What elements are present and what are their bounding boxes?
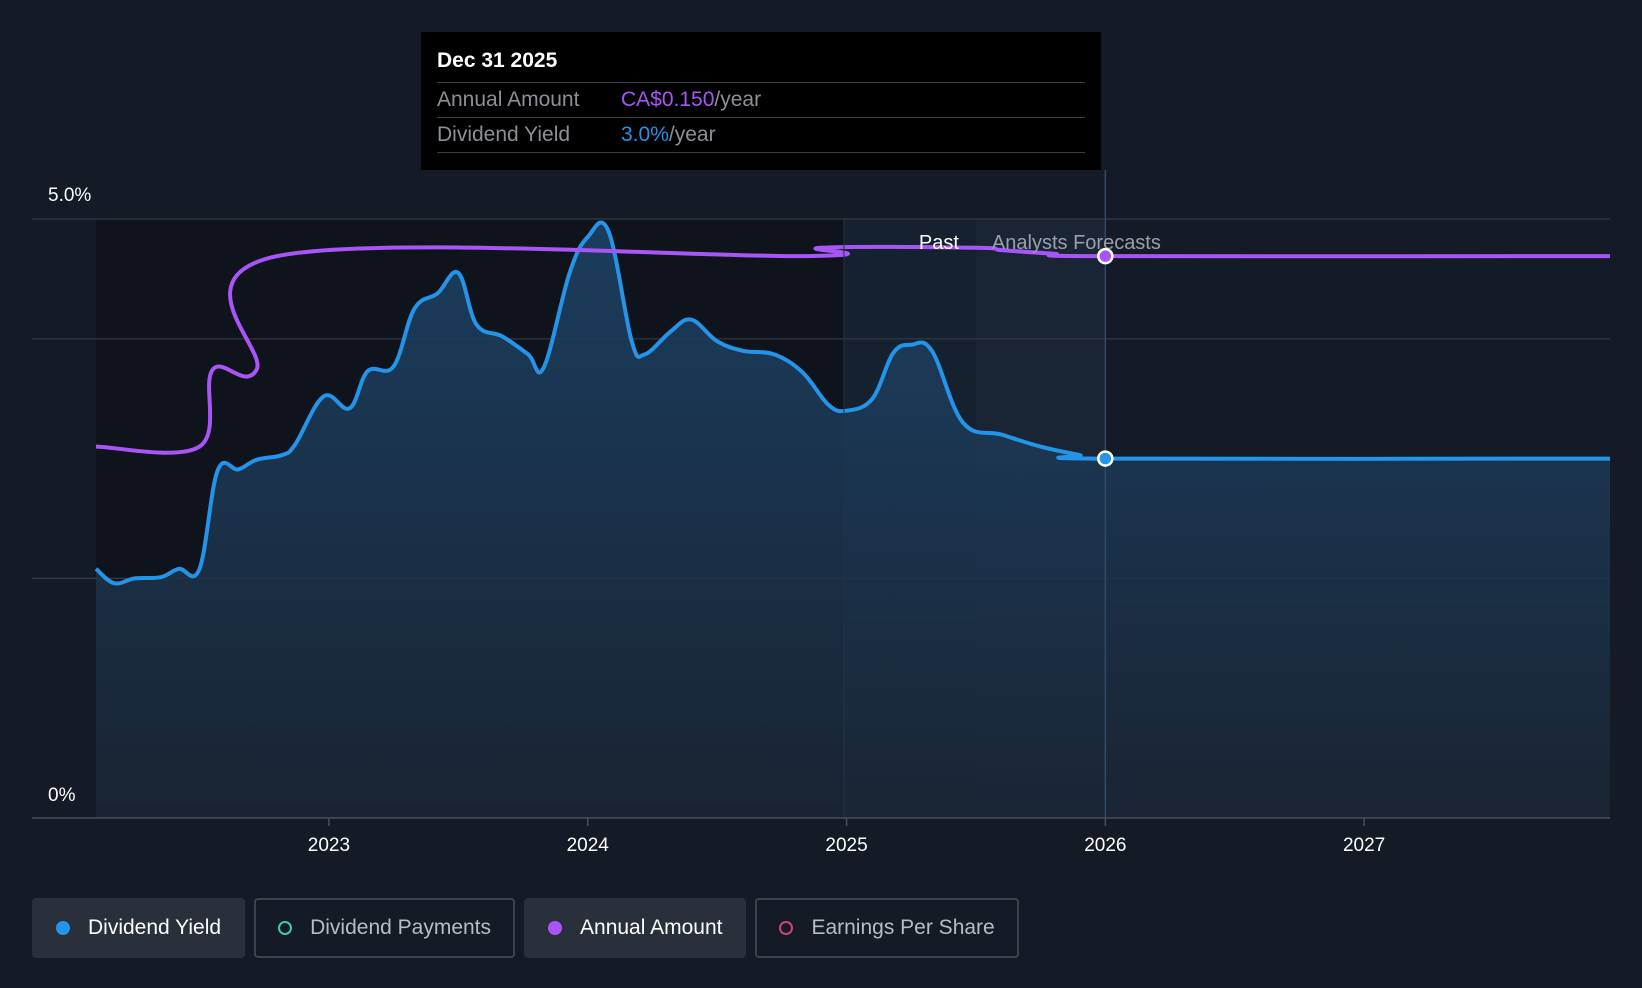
tooltip-row-annual-amount: Annual Amount CA$0.150 /year: [437, 83, 1085, 118]
legend-annual-amount[interactable]: Annual Amount: [524, 898, 747, 958]
x-tick-label: 2024: [567, 835, 610, 856]
legend-earnings-per-share[interactable]: Earnings Per Share: [755, 898, 1019, 958]
hover-tooltip: Dec 31 2025 Annual Amount CA$0.150 /year…: [421, 32, 1101, 170]
dividend-yield-line: [94, 220, 1611, 586]
legend-label: Dividend Yield: [88, 916, 222, 939]
tooltip-unit: /year: [714, 88, 762, 111]
tooltip-unit: /year: [668, 123, 716, 146]
annual-amount-line: [95, 244, 1611, 455]
tooltip-value: 3.0%: [621, 123, 669, 146]
x-tick-label: 2023: [308, 835, 350, 856]
y-tick-label-top: 5.0%: [48, 185, 91, 206]
analysts-forecasts-label: Analysts Forecasts: [992, 232, 1161, 254]
tooltip-label: Dividend Yield: [437, 123, 571, 146]
earnings-per-share-circle-icon: [779, 921, 794, 935]
legend-dividend-payments[interactable]: Dividend Payments: [254, 898, 516, 958]
tooltip-date: Dec 31 2025: [437, 46, 1085, 83]
y-tick-label-bottom: 0%: [48, 785, 76, 806]
x-axis: 2023 2024 2025 2026 2027: [308, 818, 1385, 856]
legend-label: Earnings Per Share: [811, 916, 995, 939]
hover-marker: [1097, 247, 1114, 265]
dividend-yield-area: [96, 222, 1610, 818]
hover-markers: [1097, 247, 1114, 467]
legend-dividend-yield[interactable]: Dividend Yield: [32, 898, 246, 958]
chart-legend: Dividend Yield Dividend Payments Annual …: [32, 898, 1019, 958]
dividend-yield-dot-icon: [56, 921, 70, 935]
tooltip-row-dividend-yield: Dividend Yield 3.0% /year: [437, 118, 1085, 153]
legend-label: Annual Amount: [580, 916, 723, 939]
tooltip-value: CA$0.150: [621, 88, 715, 111]
past-label: Past: [919, 232, 959, 254]
hover-marker: [1097, 450, 1114, 467]
dividend-payments-circle-icon: [278, 921, 293, 935]
x-tick-label: 2026: [1084, 835, 1126, 856]
annual-amount-dot-icon: [548, 921, 563, 935]
x-tick-label: 2025: [825, 835, 867, 856]
x-tick-label: 2027: [1343, 835, 1385, 856]
legend-label: Dividend Payments: [310, 916, 492, 939]
tooltip-label: Annual Amount: [437, 88, 580, 111]
